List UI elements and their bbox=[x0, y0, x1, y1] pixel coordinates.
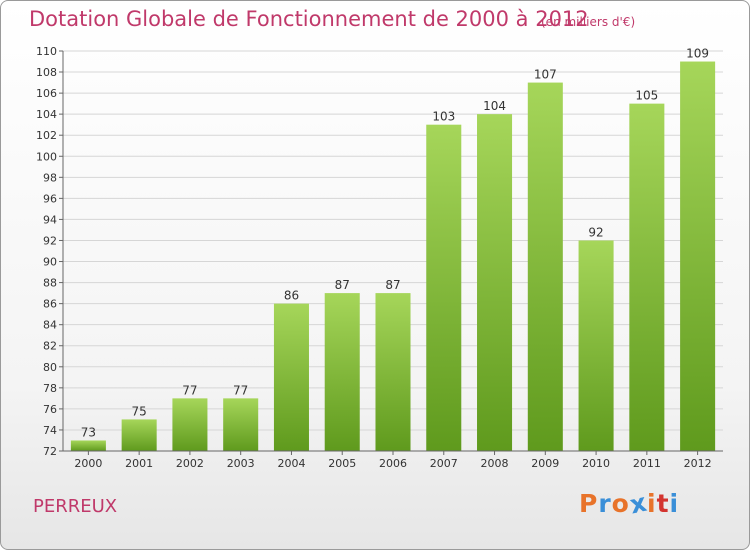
x-tick-label: 2012 bbox=[684, 457, 712, 470]
logo-letter: o bbox=[611, 489, 630, 518]
bar-2011 bbox=[629, 103, 665, 451]
y-tick-label: 106 bbox=[36, 87, 57, 100]
proxiti-logo: Proxiti bbox=[579, 488, 699, 525]
bar-2007 bbox=[426, 124, 462, 452]
x-tick-label: 2001 bbox=[125, 457, 153, 470]
chart-title: Dotation Globale de Fonctionnement de 20… bbox=[29, 7, 589, 31]
bar-value-label: 77 bbox=[233, 383, 248, 397]
x-tick-label: 2008 bbox=[481, 457, 509, 470]
bar-value-label: 73 bbox=[81, 425, 96, 439]
bar-value-label: 77 bbox=[182, 383, 197, 397]
x-tick-label: 2007 bbox=[430, 457, 458, 470]
bar-2004 bbox=[273, 303, 309, 451]
logo-letter: t bbox=[656, 489, 670, 518]
logo-letter: r bbox=[598, 489, 612, 518]
bar-2002 bbox=[172, 398, 208, 451]
bar-2009 bbox=[527, 82, 563, 451]
x-tick-label: 2006 bbox=[379, 457, 407, 470]
y-tick-label: 72 bbox=[43, 445, 57, 458]
logo-letter: i bbox=[647, 489, 657, 518]
y-tick-label: 74 bbox=[43, 424, 57, 437]
y-tick-label: 104 bbox=[36, 108, 57, 121]
bar-value-label: 109 bbox=[686, 47, 709, 61]
y-tick-label: 92 bbox=[43, 234, 57, 247]
x-tick-label: 2011 bbox=[633, 457, 661, 470]
bar-2012 bbox=[680, 61, 716, 452]
bar-2000 bbox=[70, 440, 106, 451]
y-tick-label: 110 bbox=[36, 45, 57, 58]
chart-unit-note: (en milliers d'€) bbox=[541, 15, 636, 29]
y-tick-label: 84 bbox=[43, 319, 57, 332]
y-tick-label: 94 bbox=[43, 213, 57, 226]
bar-2008 bbox=[477, 114, 513, 451]
bar-value-label: 104 bbox=[483, 99, 506, 113]
bar-2006 bbox=[375, 293, 411, 451]
bar-value-label: 75 bbox=[132, 404, 147, 418]
y-tick-label: 90 bbox=[43, 256, 57, 269]
bar-value-label: 103 bbox=[432, 110, 455, 124]
y-tick-label: 76 bbox=[43, 403, 57, 416]
y-tick-label: 86 bbox=[43, 298, 57, 311]
bar-2005 bbox=[324, 293, 360, 451]
bar-value-label: 107 bbox=[534, 68, 557, 82]
bars: 73 75 77 77 86 87 87 103 104 107 92 105 109 bbox=[70, 47, 716, 452]
x-tick-label: 2002 bbox=[176, 457, 204, 470]
y-tick-label: 98 bbox=[43, 171, 57, 184]
x-tick-label: 2004 bbox=[277, 457, 305, 470]
y-tick-label: 100 bbox=[36, 150, 57, 163]
x-tick-label: 2003 bbox=[227, 457, 255, 470]
commune-name: PERREUX bbox=[33, 496, 118, 517]
bar-value-label: 86 bbox=[284, 289, 299, 303]
x-tick-label: 2010 bbox=[582, 457, 610, 470]
axes: 72 74 76 78 80 82 84 86 88 90 92 94 96 98 100 102 104 106… bbox=[36, 45, 723, 470]
x-tick-label: 2009 bbox=[531, 457, 559, 470]
y-tick-label: 80 bbox=[43, 361, 57, 374]
y-tick-label: 108 bbox=[36, 66, 57, 79]
x-tick-label: 2005 bbox=[328, 457, 356, 470]
bar-value-label: 87 bbox=[335, 278, 350, 292]
y-tick-label: 88 bbox=[43, 277, 57, 290]
bar-2010 bbox=[578, 240, 614, 451]
bar-value-label: 92 bbox=[588, 225, 603, 239]
bar-value-label: 87 bbox=[385, 278, 400, 292]
bar-2003 bbox=[223, 398, 259, 451]
logo-letter: P bbox=[579, 489, 599, 518]
bar-value-label: 105 bbox=[635, 89, 658, 103]
y-tick-label: 82 bbox=[43, 340, 57, 353]
logo-letter: i bbox=[669, 489, 680, 518]
y-tick-label: 102 bbox=[36, 129, 57, 142]
y-tick-label: 78 bbox=[43, 382, 57, 395]
x-tick-label: 2000 bbox=[74, 457, 102, 470]
bar-2001 bbox=[121, 419, 157, 451]
y-tick-label: 96 bbox=[43, 192, 57, 205]
